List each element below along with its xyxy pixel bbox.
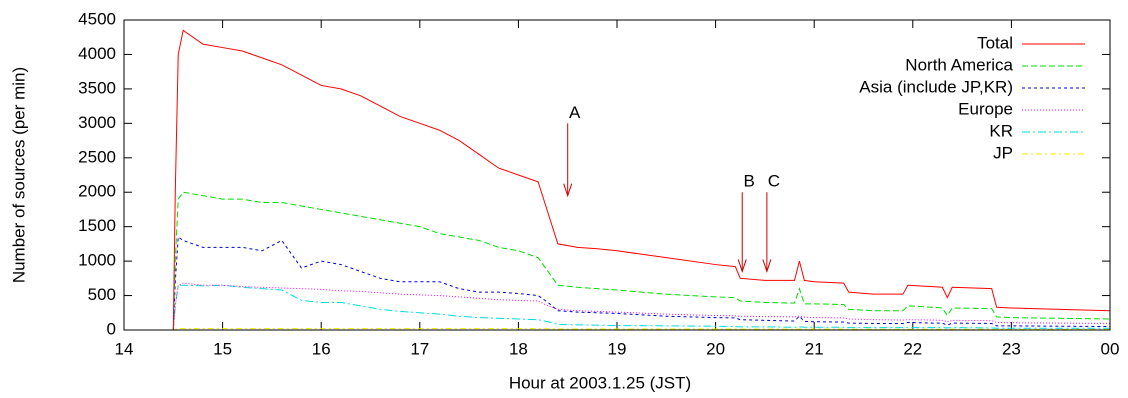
annotation-arrowhead (737, 259, 747, 274)
y-tick-label: 3500 (78, 78, 116, 97)
x-tick-label: 22 (903, 339, 922, 358)
series-line (124, 328, 1110, 331)
x-tick-label: 17 (410, 339, 429, 358)
annotation-arrowhead (563, 183, 573, 198)
annotation-label: A (569, 103, 581, 122)
x-tick-label: 19 (608, 339, 627, 358)
x-tick-label: 21 (805, 339, 824, 358)
annotation-arrowhead (762, 259, 772, 274)
x-tick-label: 23 (1002, 339, 1021, 358)
x-tick-label: 20 (706, 339, 725, 358)
legend-label: KR (989, 121, 1013, 140)
y-tick-label: 0 (107, 319, 116, 338)
x-tick-label: 14 (115, 339, 134, 358)
series-line (124, 282, 1111, 331)
y-tick-label: 3000 (78, 113, 116, 132)
legend-label: JP (993, 143, 1013, 162)
x-tick-label: 15 (213, 339, 232, 358)
annotation-label: C (768, 172, 780, 191)
y-tick-label: 500 (88, 285, 116, 304)
legend-label: North America (905, 55, 1013, 74)
plot-frame (123, 19, 1111, 331)
series-line (124, 284, 1110, 331)
y-tick-label: 4000 (78, 44, 116, 63)
x-axis-label: Hour at 2003.1.25 (JST) (509, 373, 691, 392)
legend-label: Total (977, 33, 1013, 52)
legend-label: Europe (958, 99, 1013, 118)
annotation-label: B (744, 172, 755, 191)
series-line (124, 191, 1111, 331)
y-tick-label: 2500 (78, 147, 116, 166)
series-line (124, 29, 1111, 331)
y-tick-label: 1000 (78, 251, 116, 270)
legend-label: Asia (include JP,KR) (859, 77, 1013, 96)
y-tick-label: 4500 (78, 9, 116, 28)
x-tick-label: 16 (312, 339, 331, 358)
y-axis-label: Number of sources (per min) (9, 67, 28, 283)
x-tick-label: 00 (1101, 339, 1120, 358)
y-tick-label: 2000 (78, 182, 116, 201)
series-line (124, 236, 1111, 331)
y-tick-label: 1500 (78, 216, 116, 235)
x-tick-label: 18 (509, 339, 528, 358)
